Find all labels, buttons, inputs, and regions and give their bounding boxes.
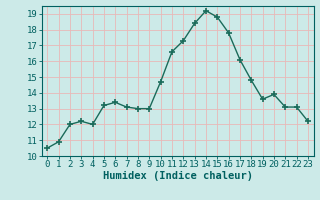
X-axis label: Humidex (Indice chaleur): Humidex (Indice chaleur) xyxy=(103,171,252,181)
